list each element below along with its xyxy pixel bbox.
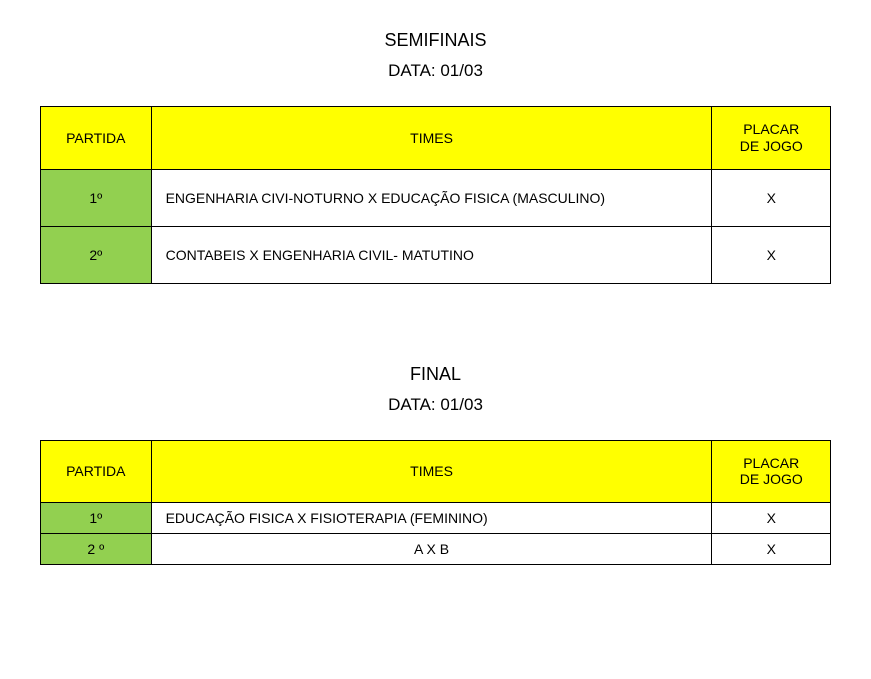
header-placar-line1: PLACAR	[743, 121, 799, 137]
placar-cell: X	[712, 503, 831, 534]
header-partida: PARTIDA	[41, 440, 152, 503]
table-row: 1º EDUCAÇÃO FISICA X FISIOTERAPIA (FEMIN…	[41, 503, 831, 534]
table-row: 2 º A X B X	[41, 534, 831, 565]
times-cell: ENGENHARIA CIVI-NOTURNO X EDUCAÇÃO FISIC…	[151, 169, 712, 226]
header-placar-line2: DE JOGO	[740, 138, 803, 154]
header-placar: PLACAR DE JOGO	[712, 107, 831, 170]
partida-cell: 1º	[41, 503, 152, 534]
table-header-row: PARTIDA TIMES PLACAR DE JOGO	[41, 440, 831, 503]
header-placar: PLACAR DE JOGO	[712, 440, 831, 503]
final-table: PARTIDA TIMES PLACAR DE JOGO 1º EDUCAÇÃO…	[40, 440, 831, 566]
table-header-row: PARTIDA TIMES PLACAR DE JOGO	[41, 107, 831, 170]
times-cell: EDUCAÇÃO FISICA X FISIOTERAPIA (FEMININO…	[151, 503, 712, 534]
times-cell: A X B	[151, 534, 712, 565]
semifinais-section: SEMIFINAIS DATA: 01/03 PARTIDA TIMES PLA…	[40, 30, 831, 284]
table-row: 1º ENGENHARIA CIVI-NOTURNO X EDUCAÇÃO FI…	[41, 169, 831, 226]
header-placar-line2: DE JOGO	[740, 471, 803, 487]
header-partida: PARTIDA	[41, 107, 152, 170]
semifinais-date: DATA: 01/03	[40, 61, 831, 81]
header-placar-line1: PLACAR	[743, 455, 799, 471]
final-date: DATA: 01/03	[40, 395, 831, 415]
placar-cell: X	[712, 169, 831, 226]
semifinais-table: PARTIDA TIMES PLACAR DE JOGO 1º ENGENHAR…	[40, 106, 831, 284]
semifinais-title: SEMIFINAIS	[40, 30, 831, 51]
placar-cell: X	[712, 534, 831, 565]
header-times: TIMES	[151, 107, 712, 170]
partida-cell: 2 º	[41, 534, 152, 565]
final-title: FINAL	[40, 364, 831, 385]
final-section: FINAL DATA: 01/03 PARTIDA TIMES PLACAR D…	[40, 364, 831, 566]
placar-cell: X	[712, 226, 831, 283]
partida-cell: 1º	[41, 169, 152, 226]
partida-cell: 2º	[41, 226, 152, 283]
header-times: TIMES	[151, 440, 712, 503]
table-row: 2º CONTABEIS X ENGENHARIA CIVIL- MATUTIN…	[41, 226, 831, 283]
times-cell: CONTABEIS X ENGENHARIA CIVIL- MATUTINO	[151, 226, 712, 283]
